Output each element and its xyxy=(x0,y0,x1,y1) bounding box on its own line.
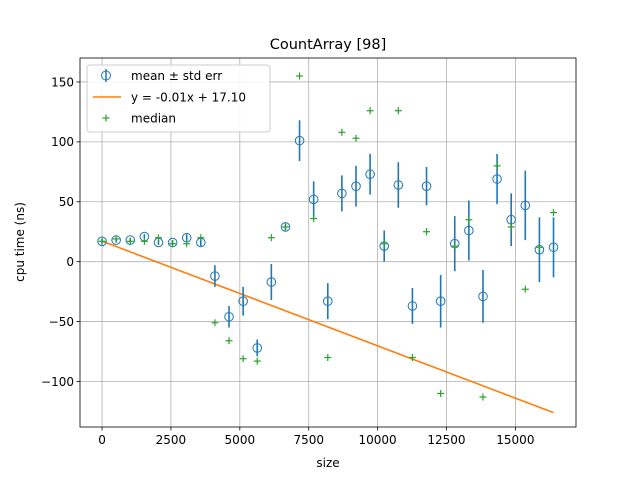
median-point xyxy=(535,243,543,251)
x-tick-label: 12500 xyxy=(427,433,465,447)
median-point xyxy=(140,237,148,245)
mean-point xyxy=(407,301,418,311)
median-point xyxy=(310,215,318,223)
median-point xyxy=(267,234,275,242)
legend-label-median: median xyxy=(131,112,176,126)
mean-point xyxy=(421,181,432,191)
x-tick-label: 15000 xyxy=(496,433,534,447)
y-tick-label: −50 xyxy=(49,315,74,329)
mean-point xyxy=(337,188,347,199)
chart-title: CountArray [98] xyxy=(270,37,387,53)
median-point xyxy=(352,134,360,142)
median-point xyxy=(239,355,247,363)
plot-frame xyxy=(79,57,577,428)
mean-point xyxy=(464,225,474,236)
median-point xyxy=(324,354,332,362)
y-tick-label: 0 xyxy=(66,255,74,269)
mean-point xyxy=(280,222,291,232)
median-point xyxy=(183,240,191,248)
mean-point xyxy=(393,180,404,190)
mean-point xyxy=(351,181,361,191)
median-point xyxy=(423,228,431,236)
mean-point xyxy=(294,135,305,146)
mean-point xyxy=(520,200,531,211)
tick-layer: 0 2500 5000 7500 10000 12500 15000 −100 −50 0 50 10… xyxy=(41,75,534,447)
median-point xyxy=(380,240,388,248)
mean-point xyxy=(478,291,488,302)
mean-point xyxy=(210,271,220,281)
median-point xyxy=(154,234,162,242)
median-point xyxy=(281,223,289,231)
median-point xyxy=(126,237,134,245)
x-tick-label: 5000 xyxy=(225,433,256,447)
legend-marker-median xyxy=(102,114,110,122)
y-tick-label: −100 xyxy=(41,375,74,389)
mean-point xyxy=(322,296,333,307)
legend: mean ± std err y = -0.01x + 17.10 median xyxy=(86,64,271,133)
mean-point xyxy=(238,296,248,307)
median-point xyxy=(465,216,473,224)
median-point xyxy=(112,235,120,243)
mean-point xyxy=(492,174,502,184)
median-point xyxy=(225,337,233,345)
mean-point xyxy=(308,194,319,205)
fit-line xyxy=(101,240,554,414)
y-tick-label: 100 xyxy=(51,135,74,149)
median-point xyxy=(296,72,304,80)
legend-label-fit: y = -0.01x + 17.10 xyxy=(131,91,246,105)
y-tick-label: 150 xyxy=(51,75,74,89)
mean-point xyxy=(224,311,234,322)
median-point xyxy=(338,128,346,136)
mean-point xyxy=(365,169,375,180)
x-tick-label: 0 xyxy=(98,433,106,447)
mean-point xyxy=(548,242,559,253)
mean-point xyxy=(252,343,263,353)
median-point xyxy=(408,354,416,362)
median-point xyxy=(550,209,558,217)
x-tick-label: 2500 xyxy=(156,433,187,447)
median-point xyxy=(493,162,501,170)
legend-label-mean: mean ± std err xyxy=(131,69,222,83)
legend-marker-mean xyxy=(101,69,111,82)
median-point xyxy=(451,242,459,250)
median-point xyxy=(253,357,261,365)
data-layer xyxy=(97,72,559,414)
median-point xyxy=(211,319,219,327)
y-tick-label: 50 xyxy=(59,195,74,209)
median-point xyxy=(98,237,106,245)
median-point xyxy=(197,234,205,242)
median-point xyxy=(169,240,177,248)
median-point xyxy=(366,107,374,115)
mean-point xyxy=(435,296,446,307)
median-point xyxy=(479,393,487,401)
median-point xyxy=(394,107,402,115)
legend-box xyxy=(86,64,271,133)
median-point xyxy=(437,389,445,397)
x-tick-label: 10000 xyxy=(359,433,397,447)
x-tick-label: 7500 xyxy=(293,433,324,447)
median-point xyxy=(507,223,515,231)
median-point xyxy=(521,285,529,293)
mean-point xyxy=(97,236,107,247)
y-axis-label: cpu time (ns) xyxy=(13,202,27,282)
mean-point xyxy=(266,277,277,287)
x-axis-label: size xyxy=(316,456,339,470)
